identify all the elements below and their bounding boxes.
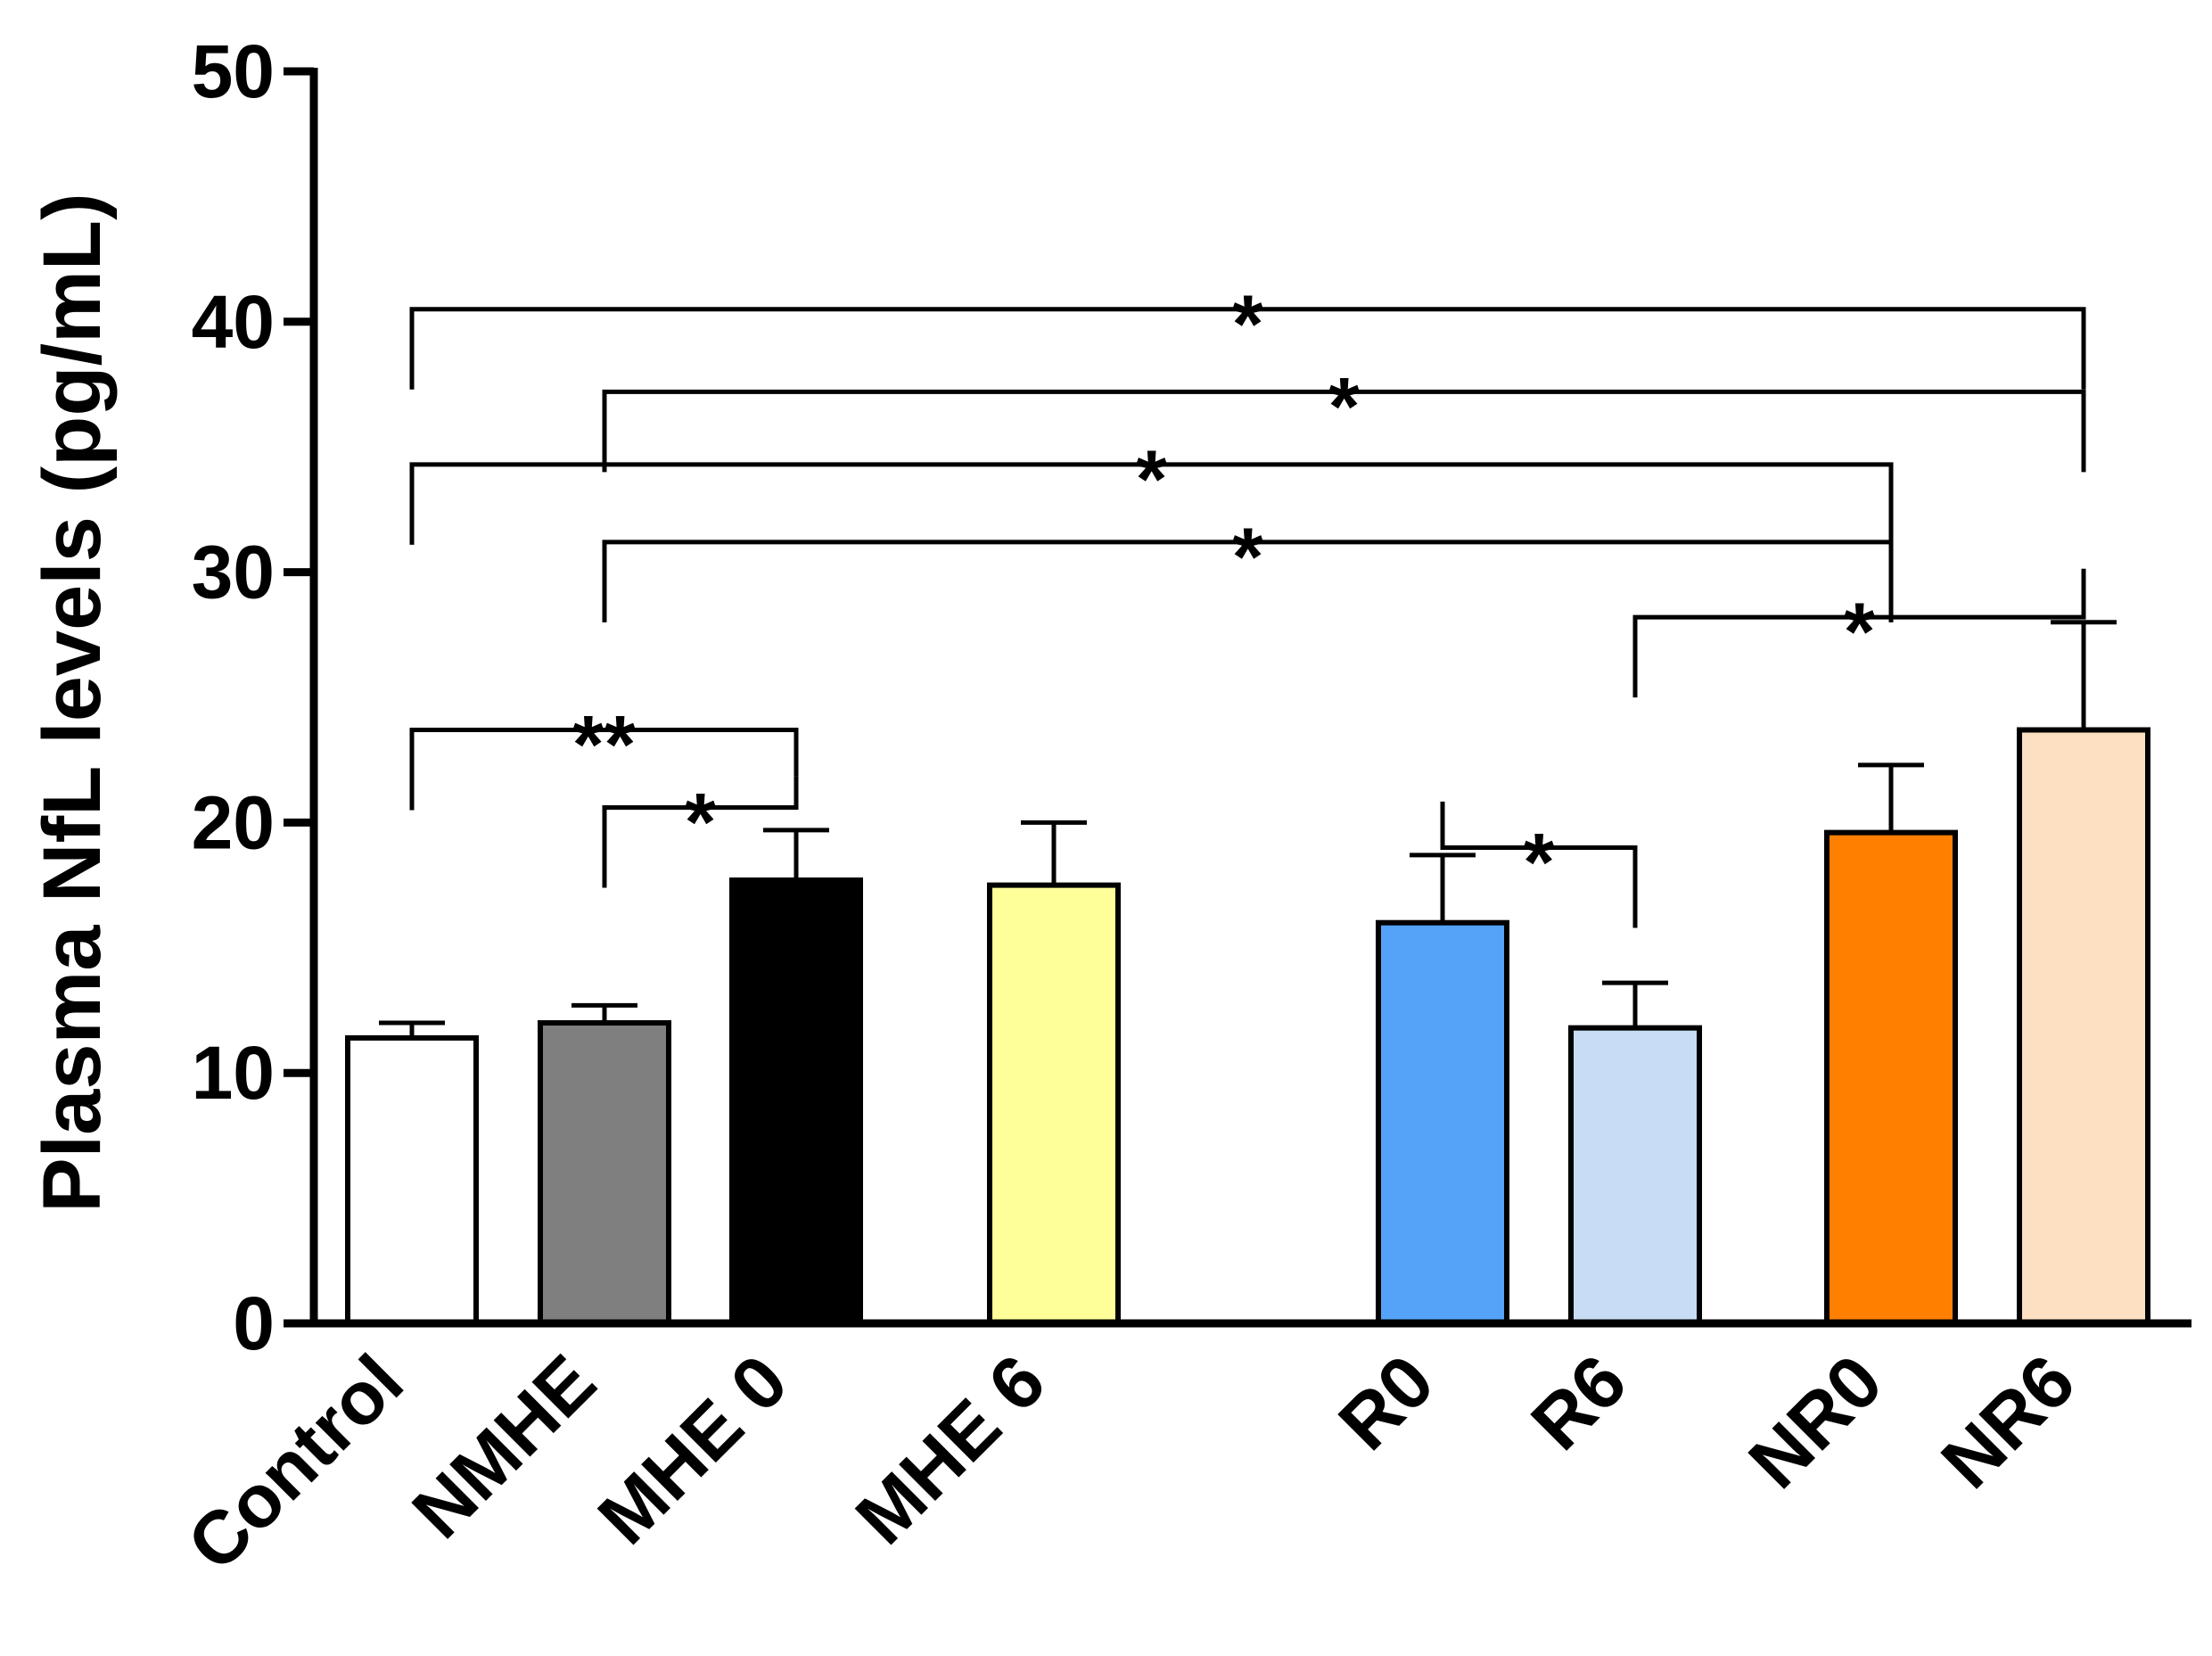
x-label-nr6: NR6	[1925, 1339, 2090, 1504]
significance-brackets: ******** *	[409, 279, 2086, 928]
bar-mhe-0	[729, 877, 863, 1326]
bar-nr6	[2017, 727, 2150, 1326]
significance-bracket-4: *	[602, 512, 1894, 622]
x-label-nmhe: NMHE	[396, 1339, 611, 1553]
significance-line-control-nr6	[409, 307, 2086, 390]
error-bar-control	[379, 1020, 445, 1038]
significance-line-r0-r6	[1440, 801, 1638, 928]
axes	[309, 68, 2191, 1328]
x-label-control: Control	[171, 1339, 419, 1586]
error-bar-nmhe	[572, 1002, 637, 1024]
x-label-r0: R0	[1322, 1339, 1449, 1465]
significance-line-nmhe-mhe-0	[602, 776, 799, 888]
x-label-nr0: NR0	[1732, 1339, 1897, 1504]
error-bar-r0	[1410, 853, 1476, 923]
error-bar-nr0	[1858, 762, 1924, 833]
significance-bracket-1: *	[409, 279, 2086, 390]
significance-label-6: **	[572, 700, 637, 791]
x-label-mhe-6: MHE 6	[840, 1339, 1061, 1560]
y-tick-label-40: 40	[192, 280, 275, 364]
y-tick-label-10: 10	[192, 1031, 275, 1115]
significance-line-control-nr0	[409, 462, 1894, 545]
significance-label-1: *	[1232, 279, 1264, 370]
y-tick-label-0: 0	[233, 1281, 275, 1365]
significance-line-nmhe-nr0	[602, 540, 1894, 622]
error-bar-mhe-0	[763, 828, 829, 880]
bar-control	[345, 1034, 479, 1326]
y-tick-label-20: 20	[192, 780, 275, 864]
y-tick-label-50: 50	[192, 29, 275, 113]
significance-label-5: *	[1844, 587, 1876, 678]
x-label-mhe-0: MHE 0	[582, 1339, 803, 1560]
significance-bracket-3: *	[409, 434, 1894, 545]
error-bars-group	[379, 620, 2117, 1038]
significance-label-8: *	[1523, 817, 1555, 908]
significance-label-3: *	[1136, 434, 1168, 525]
significance-bracket-7: *	[602, 776, 799, 888]
bar-r6	[1568, 1025, 1702, 1326]
significance-label-2: *	[1328, 361, 1361, 452]
significance-line-nmhe-nr6	[602, 389, 2086, 473]
error-bar-r6	[1602, 980, 1668, 1028]
bar-nmhe	[538, 1020, 671, 1327]
y-tick-label-30: 30	[192, 531, 275, 614]
significance-bracket-6: **	[409, 700, 799, 811]
significance-bracket-2: *	[602, 361, 2086, 473]
bar-mhe-6	[987, 882, 1121, 1326]
bars-group	[345, 727, 2150, 1327]
bar-r0	[1376, 919, 1509, 1326]
significance-line-control-mhe-0	[409, 728, 799, 811]
y-axis-label: Plasma NfL levels (pg/mL)	[27, 193, 118, 1213]
significance-line-r6-nr6	[1632, 568, 2086, 698]
significance-bracket-8: *	[1440, 801, 1638, 928]
error-bar-mhe-6	[1021, 820, 1087, 886]
x-label-r6: R6	[1515, 1339, 1641, 1465]
significance-bracket-5: *	[1632, 568, 2086, 698]
significance-label-4: *	[1232, 512, 1264, 603]
error-bar-nr6	[2051, 620, 2117, 730]
bar-nr0	[1824, 829, 1958, 1326]
y-axis-ticks: 0 10 20 30 40 50	[192, 29, 314, 1365]
significance-label-7: *	[685, 778, 717, 869]
